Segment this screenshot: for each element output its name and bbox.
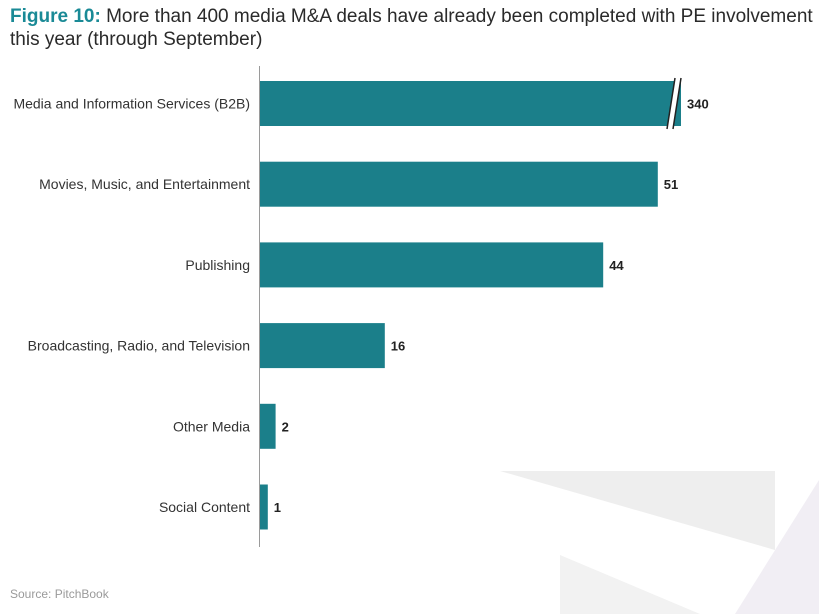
data-label: 51	[664, 177, 678, 192]
category-label: Social Content	[159, 499, 250, 515]
category-labels: Media and Information Services (B2B) Movi…	[13, 96, 250, 516]
break-line-left	[666, 77, 676, 130]
bar-4	[260, 403, 276, 449]
bar-3	[260, 323, 385, 369]
value-labels: 340 51 44 16 2 1	[274, 97, 709, 516]
axis-break-marker	[666, 77, 682, 130]
decor-triangle-top	[500, 471, 775, 550]
category-label: Publishing	[185, 257, 250, 273]
bar-0	[260, 81, 681, 126]
decor-triangle-right	[735, 480, 819, 614]
category-label: Media and Information Services (B2B)	[13, 96, 250, 112]
title-text: More than 400 media M&A deals have alrea…	[10, 6, 813, 50]
decor-triangle-bottom	[560, 555, 700, 614]
category-label: Other Media	[173, 418, 250, 434]
source-note: Source: PitchBook	[10, 587, 109, 601]
bar-2	[260, 242, 604, 288]
bar-5	[260, 484, 268, 530]
break-gap	[667, 78, 681, 129]
data-label: 2	[282, 419, 289, 434]
data-label: 1	[274, 500, 281, 515]
data-label: 44	[609, 258, 624, 273]
data-label: 340	[687, 97, 709, 112]
bar-1	[260, 161, 658, 207]
chart-title: Figure 10: More than 400 media M&A deals…	[10, 5, 815, 51]
data-label: 16	[391, 339, 405, 354]
figure-number: Figure 10:	[10, 6, 101, 27]
bars	[260, 77, 682, 530]
category-label: Broadcasting, Radio, and Television	[28, 338, 250, 354]
break-line-right	[672, 77, 682, 130]
category-label: Movies, Music, and Entertainment	[39, 176, 250, 192]
background-decoration	[500, 471, 819, 614]
